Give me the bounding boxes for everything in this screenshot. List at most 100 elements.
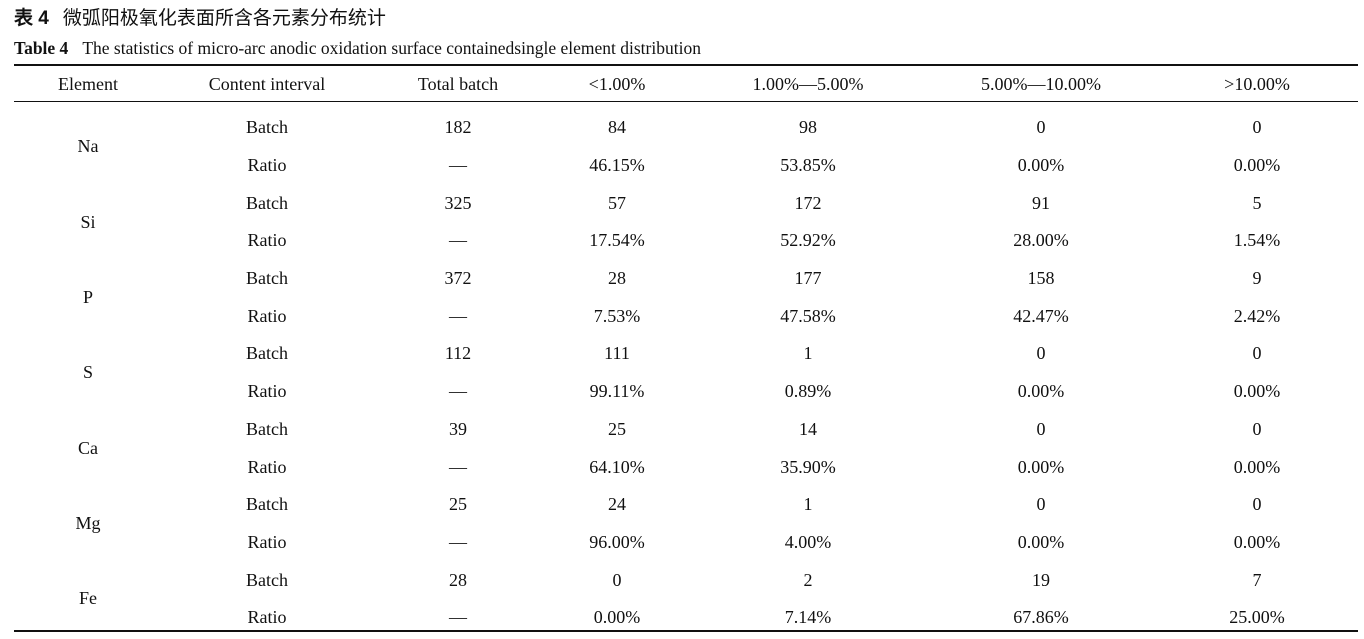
1-to-5pct-cell: 1 — [803, 343, 813, 364]
table-row-mg-ratio: Ratio — 96.00% 4.00% 0.00% 0.00% — [14, 524, 1358, 562]
below-1pct-cell: 111 — [604, 343, 630, 364]
table-row-mg-batch: Mg Batch 25 24 1 0 0 — [14, 486, 1358, 533]
5-to-10pct-cell: 91 — [1032, 192, 1050, 213]
element-cell: S — [82, 362, 93, 383]
column-header-above-10pct: >10.00% — [1224, 73, 1290, 94]
table-row-ca-ratio: Ratio — 64.10% 35.90% 0.00% 0.00% — [14, 448, 1358, 486]
element-cell: Mg — [75, 513, 101, 534]
total-batch-cell: 112 — [444, 343, 472, 364]
5-to-10pct-cell: 28.00% — [1013, 230, 1069, 251]
content-interval-cell: Ratio — [247, 456, 287, 477]
element-cell: Ca — [78, 437, 98, 458]
column-header-element: Element — [58, 73, 118, 94]
1-to-5pct-cell: 4.00% — [784, 531, 832, 552]
table-row-na-ratio: Ratio — 46.15% 53.85% 0.00% 0.00% — [14, 147, 1358, 185]
column-header-total-batch: Total batch — [417, 73, 499, 94]
below-1pct-cell: 28 — [608, 268, 626, 289]
content-interval-cell: Batch — [246, 418, 288, 439]
element-cell: Na — [77, 136, 99, 157]
above-10pct-cell: 25.00% — [1229, 607, 1285, 628]
table-body: Na Batch 182 84 98 0 0 Ratio — 46.15% 53.85% 0.00% 0… — [14, 102, 1358, 637]
spacer-cell — [14, 102, 1358, 109]
content-interval-cell: Ratio — [247, 305, 287, 326]
table-row-s-ratio: Ratio — 99.11% 0.89% 0.00% 0.00% — [14, 373, 1358, 411]
content-interval-cell: Ratio — [247, 381, 287, 402]
element-distribution-table: Element Content interval Total batch <1.… — [14, 66, 1358, 637]
below-1pct-cell: 25 — [608, 418, 626, 439]
table-row-fe-batch: Fe Batch 28 0 2 19 7 — [14, 561, 1358, 609]
above-10pct-cell: 0.00% — [1233, 155, 1281, 176]
1-to-5pct-cell: 52.92% — [780, 230, 836, 251]
below-1pct-cell: 84 — [608, 117, 626, 138]
1-to-5pct-cell: 172 — [794, 192, 822, 213]
table-header-row: Element Content interval Total batch <1.… — [14, 66, 1358, 102]
5-to-10pct-cell: 19 — [1032, 569, 1050, 590]
above-10pct-cell: 7 — [1252, 569, 1262, 590]
table-caption-chinese: 表 4 微弧阳极氧化表面所含各元素分布统计 — [14, 7, 386, 31]
above-10pct-cell: 0 — [1252, 418, 1262, 439]
column-header-1-to-5pct: 1.00%—5.00% — [752, 73, 864, 94]
table-title-cn: 微弧阳极氧化表面所含各元素分布统计 — [62, 8, 386, 29]
table-row-p-batch: P Batch 372 28 177 158 9 — [14, 260, 1358, 307]
below-1pct-cell: 7.53% — [593, 305, 641, 326]
below-1pct-cell: 64.10% — [589, 456, 645, 477]
table-caption-english: Table 4 The statistics of micro-arc anodi… — [14, 37, 701, 59]
table-row-s-batch: S Batch 112 111 1 0 0 — [14, 335, 1358, 382]
5-to-10pct-cell: 158 — [1027, 268, 1055, 289]
total-batch-cell: — — [449, 230, 467, 251]
total-batch-cell: 182 — [444, 117, 472, 138]
table-number-en: Table 4 — [14, 38, 69, 58]
content-interval-cell: Ratio — [247, 155, 287, 176]
below-1pct-cell: 57 — [608, 192, 626, 213]
1-to-5pct-cell: 98 — [799, 117, 817, 138]
content-interval-cell: Batch — [246, 117, 288, 138]
element-cell: Si — [80, 211, 96, 232]
content-interval-cell: Ratio — [247, 607, 287, 628]
total-batch-cell: — — [449, 381, 467, 402]
column-header-below-1pct: <1.00% — [588, 73, 646, 94]
5-to-10pct-cell: 0.00% — [1017, 456, 1065, 477]
above-10pct-cell: 0 — [1252, 117, 1262, 138]
below-1pct-cell: 96.00% — [589, 531, 645, 552]
content-interval-cell: Batch — [246, 268, 288, 289]
below-1pct-cell: 0.00% — [593, 607, 641, 628]
below-1pct-cell: 46.15% — [589, 155, 645, 176]
above-10pct-cell: 0.00% — [1233, 381, 1281, 402]
table-header-rule — [14, 101, 1358, 102]
5-to-10pct-cell: 0 — [1036, 117, 1046, 138]
total-batch-cell: — — [449, 531, 467, 552]
5-to-10pct-cell: 42.47% — [1013, 305, 1069, 326]
total-batch-cell: — — [449, 305, 467, 326]
table-row-si-ratio: Ratio — 17.54% 52.92% 28.00% 1.54% — [14, 222, 1358, 260]
table-row-si-batch: Si Batch 325 57 172 91 5 — [14, 184, 1358, 232]
above-10pct-cell: 0 — [1252, 494, 1262, 515]
table-row-ca-batch: Ca Batch 39 25 14 0 0 — [14, 411, 1358, 458]
above-10pct-cell: 0 — [1252, 343, 1262, 364]
total-batch-cell: 25 — [449, 494, 467, 515]
5-to-10pct-cell: 0 — [1036, 418, 1046, 439]
table-row-p-ratio: Ratio — 7.53% 47.58% 42.47% 2.42% — [14, 297, 1358, 335]
1-to-5pct-cell: 35.90% — [780, 456, 836, 477]
1-to-5pct-cell: 53.85% — [780, 155, 836, 176]
below-1pct-cell: 17.54% — [589, 230, 645, 251]
1-to-5pct-cell: 0.89% — [784, 381, 832, 402]
table-number-cn: 表 4 — [14, 8, 49, 29]
column-header-content-interval: Content interval — [208, 73, 326, 94]
total-batch-cell: — — [449, 607, 467, 628]
total-batch-cell: 28 — [449, 569, 467, 590]
above-10pct-cell: 9 — [1252, 268, 1262, 289]
table-row-na-batch: Na Batch 182 84 98 0 0 — [14, 109, 1358, 156]
1-to-5pct-cell: 1 — [803, 494, 813, 515]
below-1pct-cell: 99.11% — [589, 381, 645, 402]
content-interval-cell: Batch — [246, 192, 288, 213]
1-to-5pct-cell: 7.14% — [784, 607, 832, 628]
table-top-rule — [14, 64, 1358, 66]
total-batch-cell: — — [449, 155, 467, 176]
table-row-fe-ratio: Ratio — 0.00% 7.14% 67.86% 25.00% — [14, 599, 1358, 637]
table-bottom-rule — [14, 630, 1358, 632]
1-to-5pct-cell: 47.58% — [780, 305, 836, 326]
above-10pct-cell: 1.54% — [1233, 230, 1281, 251]
total-batch-cell: — — [449, 456, 467, 477]
content-interval-cell: Batch — [246, 494, 288, 515]
below-1pct-cell: 0 — [612, 569, 622, 590]
